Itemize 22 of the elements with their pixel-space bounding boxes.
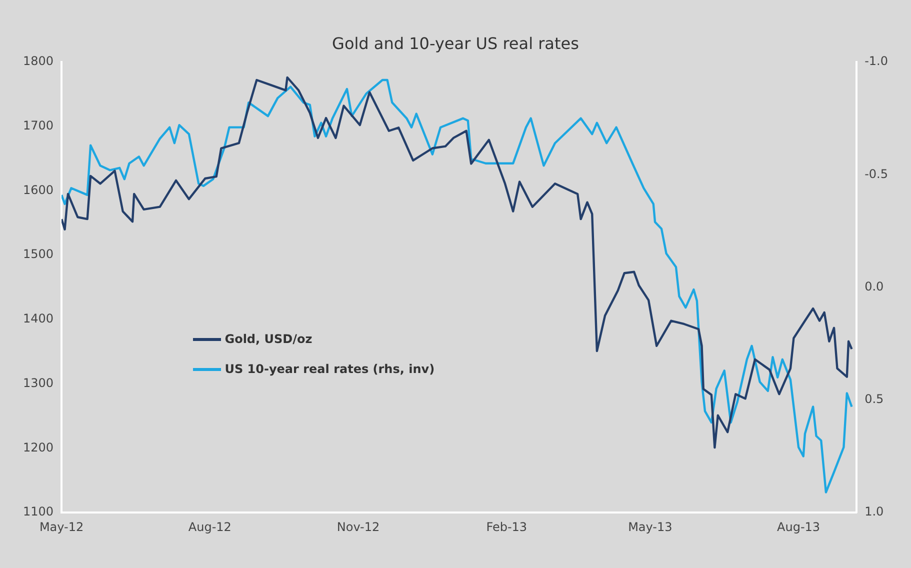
x-tick-label: Aug-12	[188, 520, 232, 534]
y2-tick-label: 0.5	[864, 392, 884, 406]
y-tick-label: 1600	[22, 182, 54, 197]
y2-tick-label: -0.5	[864, 166, 888, 181]
y-tick-label: 1400	[22, 312, 54, 326]
y-tick-label: 1300	[22, 376, 54, 390]
x-tick-label: Aug-13	[777, 520, 820, 534]
y-tick-label: 1200	[22, 440, 54, 454]
y-tick-label: 1700	[22, 118, 54, 132]
legend-label: US 10-year real rates (rhs, inv)	[224, 362, 435, 376]
y2-tick-label: 1.0	[864, 504, 884, 519]
chart-title: Gold and 10-year US real rates	[331, 34, 580, 53]
legend-label: Gold, USD/oz	[224, 332, 312, 346]
y2-tick-label: -1.0	[864, 54, 888, 68]
y2-tick-label: 0.0	[864, 279, 884, 294]
y-tick-label: 1100	[22, 504, 54, 519]
x-tick-label: May-12	[39, 520, 84, 534]
y-tick-label: 1800	[22, 54, 54, 68]
y-tick-label: 1500	[22, 247, 54, 262]
x-tick-label: Feb-13	[486, 520, 528, 534]
x-tick-label: Nov-12	[336, 520, 380, 534]
x-tick-label: May-13	[628, 520, 672, 534]
